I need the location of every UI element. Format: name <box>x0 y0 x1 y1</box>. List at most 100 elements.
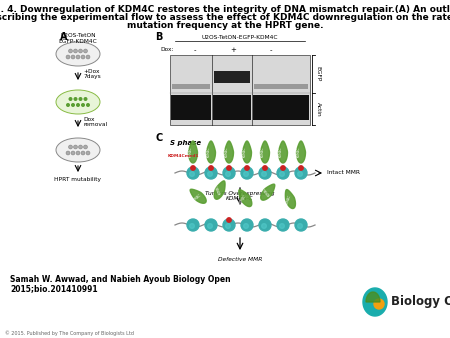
Circle shape <box>84 97 87 101</box>
Text: KDM4C: KDM4C <box>214 184 222 195</box>
Circle shape <box>297 172 302 176</box>
Circle shape <box>78 145 82 149</box>
Text: U2OS-TetON-EGFP-KDM4C: U2OS-TetON-EGFP-KDM4C <box>202 35 278 40</box>
Circle shape <box>227 218 231 222</box>
Circle shape <box>68 145 72 149</box>
Text: mutation frequency at the HPRT gene.: mutation frequency at the HPRT gene. <box>127 21 323 30</box>
Text: Samah W. Awwad, and Nabieh Ayoub Biology Open: Samah W. Awwad, and Nabieh Ayoub Biology… <box>10 275 230 284</box>
Circle shape <box>71 55 75 59</box>
FancyBboxPatch shape <box>213 95 251 120</box>
Circle shape <box>187 167 199 179</box>
Polygon shape <box>207 141 216 163</box>
Circle shape <box>261 172 266 176</box>
FancyBboxPatch shape <box>172 84 210 89</box>
Circle shape <box>73 145 77 149</box>
Circle shape <box>78 97 82 101</box>
Circle shape <box>73 97 77 101</box>
Circle shape <box>243 224 248 228</box>
Circle shape <box>279 224 284 228</box>
Text: -: - <box>194 47 196 53</box>
Text: Fig. 4. Downregulation of KDM4C restores the integrity of DNA mismatch repair.(A: Fig. 4. Downregulation of KDM4C restores… <box>0 5 450 14</box>
Text: 2015;bio.201410991: 2015;bio.201410991 <box>10 284 98 293</box>
Polygon shape <box>363 288 387 316</box>
Circle shape <box>277 167 289 179</box>
Circle shape <box>261 224 266 228</box>
Text: KDM4C: KDM4C <box>279 147 283 157</box>
Text: Actin: Actin <box>315 102 320 116</box>
Circle shape <box>68 49 72 53</box>
Circle shape <box>191 166 195 170</box>
Circle shape <box>187 219 199 231</box>
Text: Dox:: Dox: <box>160 47 174 52</box>
Text: C: C <box>155 133 162 143</box>
Polygon shape <box>366 292 380 302</box>
Polygon shape <box>279 141 288 163</box>
Text: HPRT mutability: HPRT mutability <box>54 177 102 182</box>
Text: Tumors Overexpressing
KDM4A-C: Tumors Overexpressing KDM4A-C <box>205 191 275 201</box>
Text: B: B <box>155 32 162 42</box>
Text: describing the experimental flow to assess the effect of KDM4C downregulation on: describing the experimental flow to asse… <box>0 13 450 22</box>
Text: KDM4C: KDM4C <box>207 147 211 157</box>
Circle shape <box>245 166 249 170</box>
Polygon shape <box>261 184 275 200</box>
Polygon shape <box>285 190 296 209</box>
Circle shape <box>68 97 72 101</box>
Circle shape <box>86 103 90 107</box>
Ellipse shape <box>56 42 100 66</box>
FancyBboxPatch shape <box>254 84 308 89</box>
Circle shape <box>374 299 384 309</box>
Circle shape <box>241 219 253 231</box>
Ellipse shape <box>56 90 100 114</box>
Text: KDM4C: KDM4C <box>189 147 193 157</box>
Text: KDM4C: KDM4C <box>191 193 202 202</box>
Circle shape <box>71 103 75 107</box>
Circle shape <box>279 172 284 176</box>
Circle shape <box>81 151 85 155</box>
Circle shape <box>297 224 302 228</box>
Circle shape <box>81 55 85 59</box>
FancyBboxPatch shape <box>171 95 211 120</box>
Text: Defective MMR: Defective MMR <box>218 257 262 262</box>
FancyBboxPatch shape <box>214 71 250 83</box>
Polygon shape <box>225 141 234 163</box>
Circle shape <box>71 151 75 155</box>
Circle shape <box>225 224 230 228</box>
Text: KDM4C: KDM4C <box>243 147 247 157</box>
Polygon shape <box>297 141 306 163</box>
FancyBboxPatch shape <box>170 55 310 125</box>
Circle shape <box>76 103 80 107</box>
Circle shape <box>227 166 231 170</box>
Circle shape <box>76 55 80 59</box>
Circle shape <box>189 224 194 228</box>
Circle shape <box>259 167 271 179</box>
Circle shape <box>86 55 90 59</box>
Text: Biology Open: Biology Open <box>391 295 450 309</box>
Circle shape <box>78 49 82 53</box>
FancyBboxPatch shape <box>253 95 309 120</box>
Text: -: - <box>270 47 272 53</box>
Circle shape <box>207 172 212 176</box>
Polygon shape <box>243 141 252 163</box>
Circle shape <box>281 166 285 170</box>
Text: S phase: S phase <box>170 140 201 146</box>
Circle shape <box>66 55 70 59</box>
Ellipse shape <box>56 138 100 162</box>
Text: EGFP: EGFP <box>315 66 320 82</box>
Text: U2OS-TetON
EGFP-KDM4C: U2OS-TetON EGFP-KDM4C <box>58 33 97 44</box>
Circle shape <box>263 166 267 170</box>
Text: KDM4C: KDM4C <box>261 186 271 196</box>
Text: A: A <box>60 32 68 42</box>
Circle shape <box>259 219 271 231</box>
Text: Intact MMR: Intact MMR <box>327 170 360 175</box>
Circle shape <box>205 219 217 231</box>
Text: KDM4Cmed1: KDM4Cmed1 <box>168 154 199 158</box>
Text: KDM4C: KDM4C <box>297 147 301 157</box>
Circle shape <box>299 166 303 170</box>
Text: Dox
removal: Dox removal <box>83 117 107 127</box>
Circle shape <box>86 151 90 155</box>
Circle shape <box>81 103 85 107</box>
Circle shape <box>66 103 70 107</box>
Circle shape <box>73 49 77 53</box>
Text: KDM4C: KDM4C <box>261 147 265 157</box>
Text: KDM4C: KDM4C <box>225 147 229 157</box>
